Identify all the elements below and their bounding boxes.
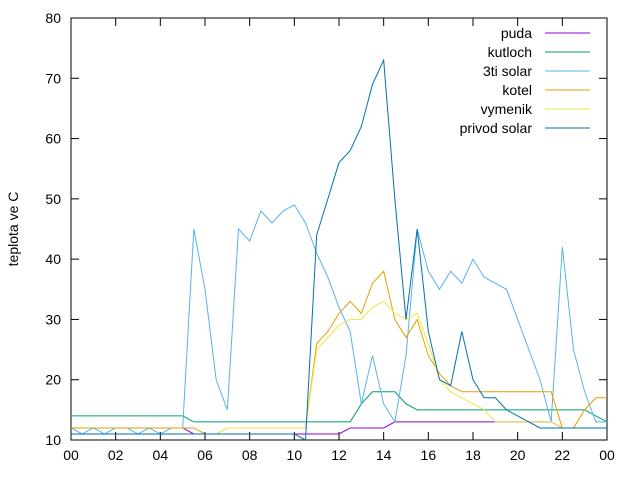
series-line [71,391,608,423]
series-line [71,270,607,435]
x-tick-label: 00 [63,447,79,463]
x-tick-label: 18 [465,447,481,463]
legend-label: 3ti solar [483,63,532,79]
series-line [70,204,607,435]
x-tick-label: 06 [197,447,213,463]
x-tick-label: 20 [510,447,526,463]
y-tick-label: 50 [45,191,61,207]
legend-label: kotel [502,82,532,98]
x-tick-label: 08 [242,447,258,463]
y-tick-label: 30 [45,311,61,327]
x-tick-label: 02 [108,447,124,463]
y-tick-label: 10 [45,432,61,448]
y-axis-label: teplota ve C [5,192,21,267]
legend-label: vymenik [481,101,533,117]
series-line [71,300,607,435]
legend-label: privod solar [460,120,533,136]
legend-label: puda [501,25,532,41]
y-tick-label: 20 [45,372,61,388]
x-tick-label: 04 [153,447,169,463]
x-tick-label: 00 [599,447,615,463]
y-tick-label: 80 [45,10,61,26]
x-tick-label: 16 [421,447,437,463]
y-tick-label: 60 [45,131,61,147]
x-tick-label: 10 [287,447,303,463]
x-tick-label: 14 [376,447,392,463]
series-line [71,58,607,441]
y-tick-label: 70 [45,70,61,86]
x-tick-label: 22 [555,447,571,463]
y-tick-label: 40 [45,251,61,267]
legend-label: kutloch [488,44,532,60]
x-tick-label: 12 [331,447,347,463]
